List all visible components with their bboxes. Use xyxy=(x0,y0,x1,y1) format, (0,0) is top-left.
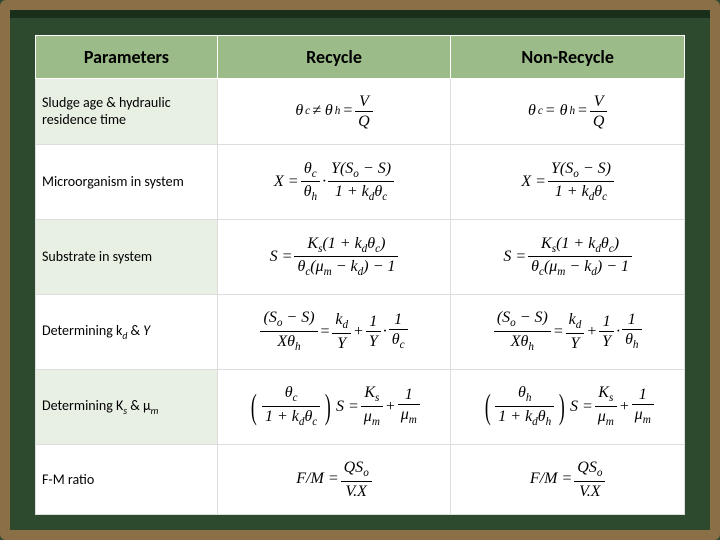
header-recycle: Recycle xyxy=(217,36,451,79)
param-label: Determining kd & Y xyxy=(36,294,218,369)
formula-recycle-microorganism: X = θcθh · Y(So − S)1 + kdθc xyxy=(217,144,451,219)
param-label: Microorganism in system xyxy=(36,144,218,219)
board-shadow xyxy=(10,10,710,18)
comparison-table-container: Parameters Recycle Non-Recycle Sludge ag… xyxy=(35,35,685,515)
formula-recycle-ks-mu: (θc1 + kdθc) S = Ksμm + 1μm xyxy=(217,369,451,444)
table-row: Determining kd & Y (So − S)Xθh = kdY + 1… xyxy=(36,294,685,369)
param-label: Determining Ks & μm xyxy=(36,369,218,444)
formula-nonrecycle-substrate: S = Ks(1 + kdθc)θc(μm − kd) − 1 xyxy=(451,219,685,294)
comparison-table: Parameters Recycle Non-Recycle Sludge ag… xyxy=(35,35,685,515)
formula-nonrecycle-microorganism: X = Y(So − S)1 + kdθc xyxy=(451,144,685,219)
formula-nonrecycle-sludge-age: θc = θh = VQ xyxy=(451,79,685,145)
formula-nonrecycle-ks-mu: (θh1 + kdθh) S = Ksμm + 1μm xyxy=(451,369,685,444)
table-row: Substrate in system S = Ks(1 + kdθc)θc(μ… xyxy=(36,219,685,294)
table-row: Sludge age & hydraulic residence time θc… xyxy=(36,79,685,145)
param-label: F-M ratio xyxy=(36,444,218,514)
param-label: Sludge age & hydraulic residence time xyxy=(36,79,218,145)
formula-nonrecycle-fm: F/M = QSoV.X xyxy=(451,444,685,514)
formula-recycle-fm: F/M = QSoV.X xyxy=(217,444,451,514)
formula-recycle-kd-y: (So − S)Xθh = kdY + 1Y · 1θc xyxy=(217,294,451,369)
formula-recycle-substrate: S = Ks(1 + kdθc)θc(μm − kd) − 1 xyxy=(217,219,451,294)
table-row: Microorganism in system X = θcθh · Y(So … xyxy=(36,144,685,219)
header-non-recycle: Non-Recycle xyxy=(451,36,685,79)
header-row: Parameters Recycle Non-Recycle xyxy=(36,36,685,79)
table-row: Determining Ks & μm (θc1 + kdθc) S = Ksμ… xyxy=(36,369,685,444)
formula-nonrecycle-kd-y: (So − S)Xθh = kdY + 1Y · 1θh xyxy=(451,294,685,369)
param-label: Substrate in system xyxy=(36,219,218,294)
table-row: F-M ratio F/M = QSoV.X F/M = QSoV.X xyxy=(36,444,685,514)
header-parameters: Parameters xyxy=(36,36,218,79)
formula-recycle-sludge-age: θc ≠ θh = VQ xyxy=(217,79,451,145)
